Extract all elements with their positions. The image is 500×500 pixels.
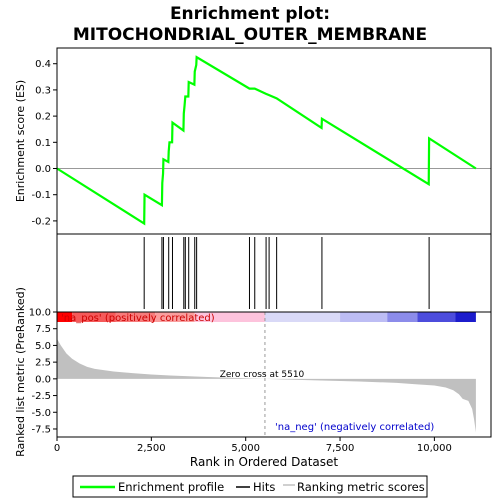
x-tick-label-1: 2,500 — [137, 443, 166, 454]
color-bar-segment-9 — [455, 312, 476, 322]
color-bar-segment-5 — [264, 312, 341, 322]
color-bar-segment-4 — [194, 312, 265, 322]
pos-label: 'na_pos' (positively correlated) — [61, 313, 215, 324]
ranking-ytick-label-0: -7.5 — [31, 424, 51, 435]
color-bar-segment-2 — [115, 312, 156, 322]
enrichment-panel-frame — [56, 47, 492, 235]
chart-subtitle: MITOCHONDRIAL_OUTER_MEMBRANE — [73, 25, 427, 45]
zero-cross-label: Zero cross at 5510 — [220, 370, 305, 380]
ranking-panel-frame — [56, 311, 492, 438]
color-bar-segment-3 — [155, 312, 195, 322]
enrichment-ytick-label-2: 0.0 — [35, 164, 51, 175]
ranking-ytick-label-4: 2.5 — [35, 358, 51, 369]
x-tick-label-3: 7,500 — [326, 443, 355, 454]
enrichment-ytick-label-5: 0.3 — [35, 85, 51, 96]
x-tick-label-0: 0 — [54, 443, 60, 454]
enrichment-ytick-label-6: 0.4 — [35, 59, 51, 70]
neg-label: 'na_neg' (negatively correlated) — [275, 422, 434, 433]
chart-title: Enrichment plot: — [170, 4, 330, 24]
ranking-ytick-label-2: -2.5 — [31, 391, 51, 402]
color-bar-segment-6 — [340, 312, 388, 322]
y-label-enrichment: Enrichment score (ES) — [14, 80, 27, 202]
legend-label-hits: Hits — [253, 480, 275, 494]
color-bar-segment-0 — [57, 312, 73, 322]
x-tick-label-2: 5,000 — [231, 443, 260, 454]
ranking-ytick-label-6: 7.5 — [35, 324, 51, 335]
hits-panel-frame — [56, 233, 492, 313]
enrichment-profile-line — [56, 55, 477, 226]
enrichment-ytick-label-0: -0.2 — [31, 216, 51, 227]
enrichment-ytick-label-4: 0.2 — [35, 112, 51, 123]
legend-label-enrichment: Enrichment profile — [118, 480, 224, 494]
color-bar-segment-1 — [72, 312, 116, 322]
y-label-ranking: Ranked list metric (PreRanked) — [14, 287, 27, 457]
x-axis-label: Rank in Ordered Dataset — [190, 455, 338, 469]
ranking-ytick-label-7: 10.0 — [29, 308, 51, 319]
color-bar-segment-7 — [387, 312, 418, 322]
ranking-ytick-label-1: -5.0 — [31, 408, 51, 419]
enrichment-ytick-label-1: -0.1 — [31, 190, 51, 201]
legend: Enrichment profile Hits Ranking metric s… — [72, 475, 428, 498]
ranking-ytick-label-3: 0.0 — [35, 374, 51, 385]
x-tick-label-4: 10,000 — [417, 443, 452, 454]
ranking-metric-area — [57, 338, 476, 433]
ranking-ytick-label-5: 5.0 — [35, 341, 51, 352]
color-bar-segment-8 — [417, 312, 456, 322]
legend-label-ranking: Ranking metric scores — [297, 480, 425, 494]
enrichment-ytick-label-3: 0.1 — [35, 138, 51, 149]
